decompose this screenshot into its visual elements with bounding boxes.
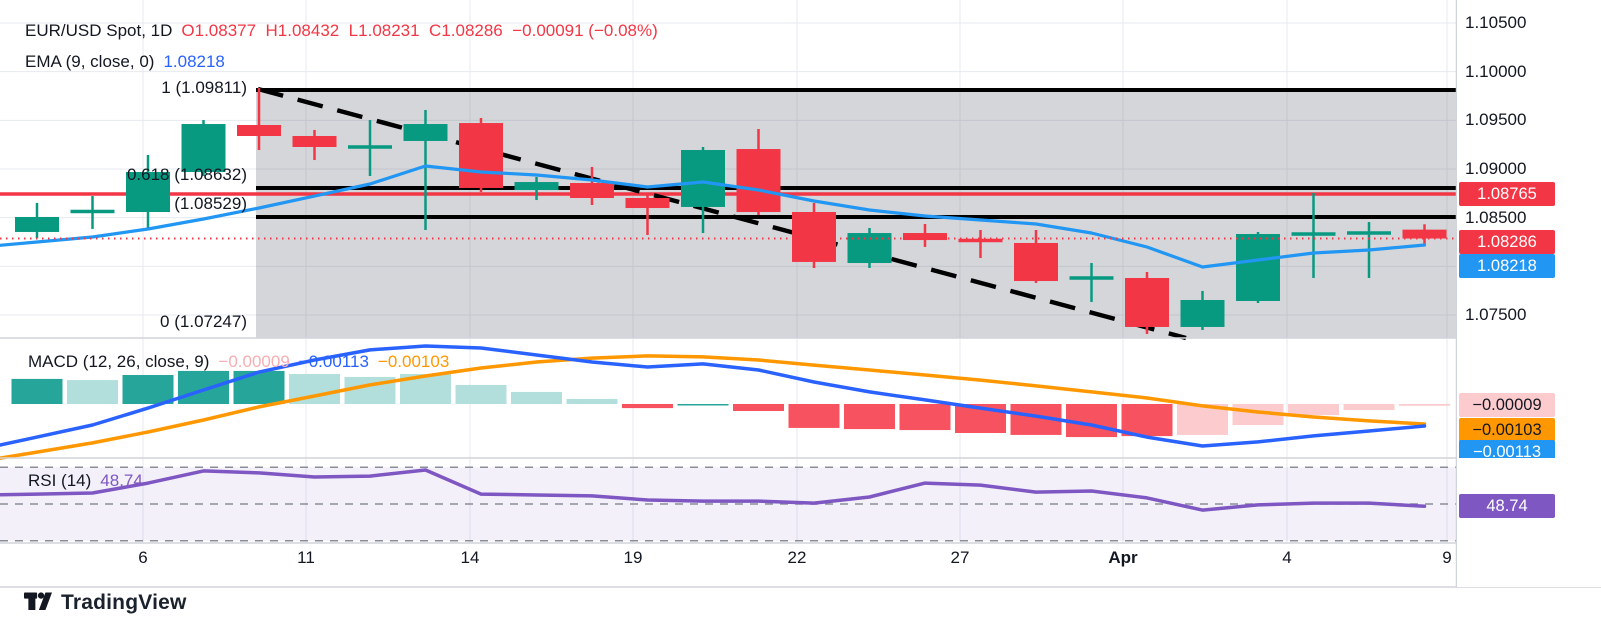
price-axis-label: 1.10500 <box>1465 13 1527 32</box>
macd-histogram-bar <box>788 404 840 428</box>
axis-price-badge: 48.74 <box>1459 494 1555 518</box>
time-axis-label: 6 <box>138 548 148 567</box>
candle-body <box>1291 232 1336 236</box>
fib-level-label: 1 (1.09811) <box>161 78 247 97</box>
time-axis-label: 27 <box>950 548 970 567</box>
macd-histogram-bar <box>511 391 562 404</box>
time-axis-label: 9 <box>1442 548 1452 567</box>
candle-body <box>181 124 226 173</box>
symbol-legend[interactable]: EUR/USD Spot, 1D O1.08377 H1.08432 L1.08… <box>25 21 658 41</box>
ema-label[interactable]: EMA (9, close, 0) <box>25 52 155 71</box>
macd-line-value: −0.00113 <box>298 352 369 371</box>
macd-signal-line <box>0 354 1427 460</box>
rsi-line <box>0 468 1427 512</box>
candle-body <box>1347 231 1391 235</box>
time-axis-label: 4 <box>1282 548 1292 567</box>
macd-histogram-bar <box>844 404 895 430</box>
candle-body <box>403 124 448 141</box>
fib-level-label: 0.618 (1.08632) <box>126 165 247 184</box>
macd-hist-value: −0.00009 <box>218 352 290 371</box>
candle-body <box>514 182 559 191</box>
macd-histogram-bar <box>122 375 174 404</box>
macd-legend[interactable]: MACD (12, 26, close, 9) −0.00009 −0.0011… <box>28 352 449 372</box>
macd-histogram-bar <box>11 378 63 404</box>
rsi-legend[interactable]: RSI (14) 48.74 <box>28 471 143 491</box>
candle-body <box>847 233 892 264</box>
rsi-badges-area: 48.74 <box>1457 458 1601 543</box>
price-badges-area: 1.08765 1.08286 1.08218 <box>1457 0 1601 338</box>
macd-histogram-bar <box>677 404 729 406</box>
price-axis-label: 1.09500 <box>1465 110 1527 130</box>
price-axis-label: 1.08500 <box>1465 207 1527 227</box>
candle-body <box>625 197 670 209</box>
rsi-value: 48.74 <box>100 471 143 490</box>
price-axis[interactable]: 1.10500 1.10000 1.09500 1.09000 1.08500 1.075… <box>1457 0 1601 587</box>
price-axis-label: 1.10000 <box>1465 61 1527 81</box>
ema-legend[interactable]: EMA (9, close, 0) 1.08218 <box>25 52 225 72</box>
candle-body <box>348 145 392 149</box>
price-axis-label: 1.07500 <box>1465 304 1527 324</box>
time-axis-label: Apr <box>1108 548 1138 567</box>
macd-histogram-bar <box>899 404 951 431</box>
candle-body <box>126 172 170 213</box>
macd-histogram-bar <box>1399 404 1450 406</box>
candle-body <box>70 209 115 214</box>
time-axis-label: 14 <box>460 548 480 567</box>
macd-histogram-bar <box>622 404 673 409</box>
macd-main-line <box>0 344 1427 448</box>
ema-value: 1.08218 <box>163 52 225 71</box>
macd-label[interactable]: MACD (12, 26, close, 9) <box>28 352 210 371</box>
macd-badges-area: −0.00009 −0.00103 −0.00113 <box>1457 338 1601 458</box>
fib-level-label: (1.08529) <box>174 194 247 213</box>
trendline-dashed <box>257 86 1187 341</box>
axis-price-badge: 1.08218 <box>1459 254 1555 278</box>
candle-body <box>681 150 725 207</box>
macd-histogram-bar <box>733 404 784 412</box>
macd-histogram-bar <box>67 380 118 404</box>
candle-body <box>1402 229 1447 239</box>
candle-body <box>1014 242 1058 282</box>
macd-histogram-bar <box>566 398 618 404</box>
candle-body <box>1069 276 1114 280</box>
fib-level-label: 0 (1.07247) <box>160 312 247 331</box>
candle-body <box>292 136 337 147</box>
candle-body <box>459 123 503 188</box>
time-axis-label: 19 <box>623 548 643 567</box>
ema-line <box>0 164 1427 269</box>
macd-histogram-bar <box>233 370 285 404</box>
axis-price-badge: 1.08765 <box>1459 182 1555 206</box>
candle-body <box>237 125 281 137</box>
axis-price-badge: −0.00113 <box>1459 440 1555 458</box>
macd-histogram-bar <box>1121 404 1173 437</box>
tradingview-logo[interactable]: TradingView <box>24 591 187 615</box>
macd-signal-value: −0.00103 <box>377 352 450 371</box>
tradingview-logo-icon <box>24 592 52 610</box>
axis-price-badge: −0.00009 <box>1459 393 1555 417</box>
time-axis-label: 22 <box>787 548 807 567</box>
macd-histogram-bar <box>455 384 507 404</box>
tradingview-logo-text: TradingView <box>61 591 187 614</box>
rsi-label[interactable]: RSI (14) <box>28 471 92 490</box>
candle-body <box>1125 278 1169 327</box>
price-axis-label: 1.09000 <box>1465 158 1527 178</box>
macd-histogram-bar <box>1343 404 1395 411</box>
time-axis-label: 11 <box>297 548 315 567</box>
candle-body <box>903 233 947 241</box>
macd-histogram-bar <box>1288 404 1339 416</box>
candle-body <box>15 216 59 232</box>
candle-body <box>736 149 781 213</box>
candle-body <box>1236 234 1280 301</box>
candle-body <box>570 183 614 198</box>
macd-histogram-bar <box>178 370 229 404</box>
candle-body <box>792 212 836 262</box>
axis-price-badge: 1.08286 <box>1459 230 1555 254</box>
ohlc-values: O1.08377 H1.08432 L1.08231 C1.08286 −0.0… <box>181 21 658 40</box>
axis-price-badge: −0.00103 <box>1459 418 1555 442</box>
candle-body <box>958 238 1003 243</box>
candle-body <box>1180 300 1225 327</box>
symbol-title[interactable]: EUR/USD Spot, 1D <box>25 21 173 40</box>
